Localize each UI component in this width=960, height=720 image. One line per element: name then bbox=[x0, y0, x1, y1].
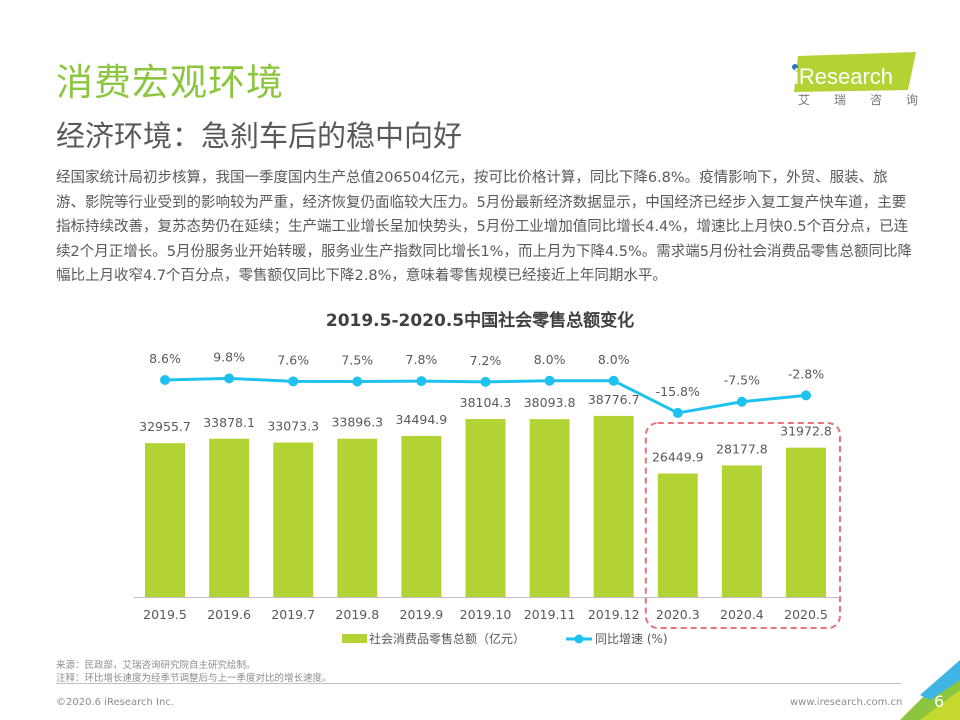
bar-value-label: 33878.1 bbox=[203, 415, 255, 430]
growth-point bbox=[160, 374, 170, 385]
bar bbox=[657, 473, 698, 597]
growth-value-label: 8.0% bbox=[598, 352, 630, 367]
corner-decoration bbox=[900, 660, 960, 720]
growth-point bbox=[736, 396, 747, 407]
note-text: 注释：环比增长速度为经季节调整后与上一季度对比的增长速度。 bbox=[56, 673, 332, 684]
x-tick-label: 2019.8 bbox=[335, 607, 379, 622]
bar bbox=[401, 435, 442, 597]
legend-bar-swatch bbox=[342, 634, 367, 643]
x-tick-label: 2019.10 bbox=[460, 607, 512, 622]
bar bbox=[145, 443, 185, 597]
logo-text: iResearch bbox=[794, 64, 893, 89]
growth-value-label: 7.2% bbox=[470, 353, 502, 368]
footer-divider bbox=[56, 683, 901, 684]
corner-blue bbox=[920, 660, 960, 700]
legend-line-label: 同比增速 (%) bbox=[595, 632, 668, 646]
x-tick-label: 2020.3 bbox=[656, 607, 700, 622]
x-tick-label: 2020.4 bbox=[720, 607, 764, 622]
x-tick-label: 2019.7 bbox=[271, 607, 315, 622]
bar-value-label: 32955.7 bbox=[139, 419, 191, 434]
page-title: 消费宏观环境 bbox=[56, 61, 284, 104]
growth-value-label: 9.8% bbox=[213, 349, 245, 364]
page-subtitle: 经济环境：急刹车后的稳中向好 bbox=[56, 119, 463, 153]
bar-value-label: 31972.8 bbox=[780, 424, 832, 439]
x-tick-label: 2019.5 bbox=[143, 607, 187, 622]
iresearch-logo: iResearch bbox=[792, 52, 916, 92]
growth-value-label: 7.5% bbox=[341, 352, 373, 367]
growth-point bbox=[480, 376, 491, 387]
x-tick-label: 2019.9 bbox=[400, 607, 444, 622]
bar-value-label: 34494.9 bbox=[396, 412, 448, 427]
bar bbox=[721, 465, 762, 597]
bar bbox=[786, 447, 826, 597]
source-notes: 来源：民政部，艾瑞咨询研究院自主研究绘制。 注释：环比增长速度为经季节调整后与上… bbox=[56, 659, 332, 685]
bar-value-label: 38093.8 bbox=[524, 395, 576, 410]
growth-point bbox=[544, 375, 555, 386]
body-paragraph: 经国家统计局初步核算，我国一季度国内生产总值206504亿元，按可比价格计算，同… bbox=[56, 170, 913, 284]
bar bbox=[465, 419, 506, 597]
bar bbox=[337, 438, 378, 597]
bar bbox=[209, 438, 250, 597]
corner-yellow bbox=[920, 690, 960, 720]
growth-value-label: 8.0% bbox=[534, 352, 566, 367]
page-number: 6 bbox=[934, 692, 945, 711]
bar bbox=[273, 442, 314, 597]
x-tick-label: 2020.5 bbox=[784, 607, 828, 622]
logo-dot bbox=[792, 64, 798, 70]
growth-point bbox=[608, 375, 619, 386]
growth-value-label: -7.5% bbox=[724, 373, 760, 388]
logo-subtitle: 艾 瑞 咨 询 bbox=[798, 91, 918, 108]
growth-value-label: -15.8% bbox=[656, 384, 700, 399]
x-tick-label: 2019.6 bbox=[207, 607, 251, 622]
x-tick-label: 2019.12 bbox=[588, 607, 640, 622]
bar-value-label: 33896.3 bbox=[331, 415, 383, 430]
source-text: 来源：民政部，艾瑞咨询研究院自主研究绘制。 bbox=[56, 660, 256, 671]
growth-point bbox=[288, 376, 299, 387]
bar-value-label: 38776.7 bbox=[588, 392, 640, 407]
highlight-box bbox=[644, 422, 841, 629]
bar-value-label: 33073.3 bbox=[267, 419, 319, 434]
logo-sub-char: 咨 bbox=[869, 93, 882, 107]
logo-sub-char: 瑞 bbox=[833, 93, 846, 107]
logo-shape bbox=[794, 52, 916, 92]
bar-value-label: 28177.8 bbox=[716, 441, 768, 456]
growth-value-label: -2.8% bbox=[788, 366, 824, 381]
growth-point bbox=[352, 376, 363, 387]
website-link[interactable]: www.iresearch.com.cn bbox=[790, 697, 903, 708]
growth-value-label: 7.8% bbox=[406, 352, 438, 367]
logo-sub-char: 询 bbox=[905, 93, 918, 107]
legend-line-marker bbox=[574, 634, 584, 644]
chart-title: 2019.5-2020.5中国社会零售总额变化 bbox=[325, 311, 635, 331]
bar-value-label: 38104.3 bbox=[460, 395, 512, 410]
growth-point bbox=[416, 376, 427, 387]
copyright: ©2020.6 iResearch Inc. bbox=[56, 697, 174, 708]
bar-value-label: 26449.9 bbox=[652, 449, 704, 464]
legend-bar-label: 社会消费品零售总额（亿元） bbox=[369, 631, 525, 646]
x-tick-label: 2019.11 bbox=[524, 607, 576, 622]
growth-point bbox=[224, 373, 235, 384]
growth-value-label: 7.6% bbox=[277, 352, 309, 367]
growth-point bbox=[801, 390, 811, 401]
bar bbox=[529, 419, 570, 597]
growth-point bbox=[672, 407, 683, 418]
logo-sub-char: 艾 bbox=[798, 93, 811, 107]
bar bbox=[593, 415, 634, 597]
growth-value-label: 8.6% bbox=[149, 351, 181, 366]
